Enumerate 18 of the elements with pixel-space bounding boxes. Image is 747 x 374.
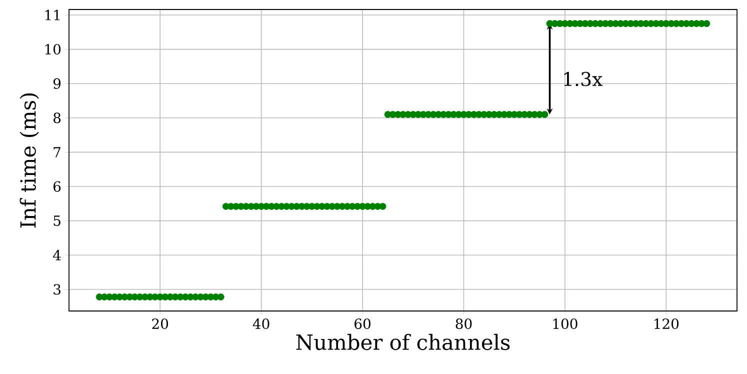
y-tick-label: 9: [53, 78, 61, 89]
x-axis-title: Number of channels: [296, 334, 510, 350]
y-tick-label: 10: [45, 44, 61, 55]
x-tick-label: 80: [456, 318, 472, 330]
x-tick-label: 120: [654, 318, 679, 330]
y-tick-label: 8: [54, 112, 61, 124]
y-tick-label: 4: [53, 250, 61, 260]
y-tick-label: 7: [54, 147, 60, 158]
annotation: 1.3x: [564, 72, 602, 86]
y-tick-label: 6: [54, 181, 61, 192]
x-tick-label: 60: [354, 318, 370, 330]
y-tick-label: 11: [45, 10, 60, 20]
x-tick-label: 20: [152, 318, 168, 330]
y-tick-label: 3: [54, 284, 60, 295]
y-axis-title: Inf time (ms): [20, 93, 39, 228]
x-tick-label: 40: [252, 318, 270, 330]
y-tick-label: 5: [54, 216, 60, 226]
x-tick-label: 100: [553, 318, 578, 330]
